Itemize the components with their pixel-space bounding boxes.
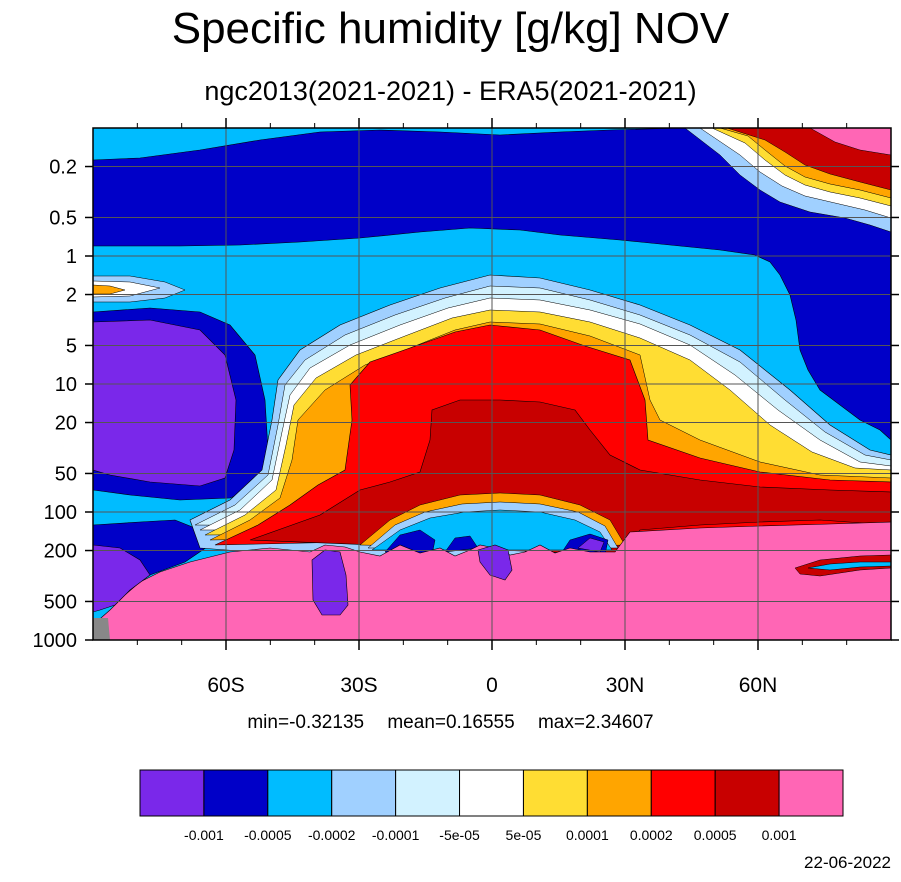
statistics-line: min=-0.32135 mean=0.16555 max=2.34607	[0, 712, 901, 734]
colorbar-box	[522, 769, 588, 817]
colorbar-box	[714, 769, 780, 817]
x-tick-label: 60N	[739, 674, 778, 697]
y-tick-label: 500	[44, 591, 77, 613]
colorbar-label: -0.0005	[244, 827, 292, 843]
colorbar-box	[778, 769, 844, 817]
contour-band-c8-left-tongue	[93, 284, 126, 295]
contour-band-c2-upper	[93, 128, 891, 441]
colorbar-box	[267, 769, 333, 817]
colorbar-label: 0.0002	[630, 827, 673, 843]
y-tick-label: 2	[66, 285, 77, 307]
colorbar-label: 0.0005	[694, 827, 737, 843]
colorbar-box	[586, 769, 652, 817]
grid-layer	[93, 128, 891, 641]
contour-band-c3-filament	[807, 561, 891, 571]
colorbar-box	[139, 769, 205, 817]
colorbar-box	[331, 769, 397, 817]
y-tick-label: 1	[66, 246, 77, 268]
colorbar-box	[203, 769, 269, 817]
y-tick-label: 0.2	[49, 157, 77, 179]
x-tick-label: 30S	[340, 674, 377, 697]
y-tick-label: 50	[55, 463, 77, 485]
stat-mean: mean=0.16555	[387, 712, 515, 733]
colorbar-label: 0.001	[762, 827, 797, 843]
y-tick-label: 10	[55, 374, 77, 396]
colorbar-label: 5e-05	[506, 827, 542, 843]
x-tick-label: 30N	[606, 674, 645, 697]
colorbar-label: -0.0002	[308, 827, 356, 843]
missing-data-patch	[93, 618, 110, 640]
colorbar: -0.001 -0.0005 -0.0002 -0.0001 -5e-05 5e-05 0.…	[139, 769, 844, 843]
chart-title: Specific humidity [g/kg] NOV	[171, 4, 730, 53]
y-tick-label: 100	[44, 502, 77, 524]
x-tick-label: 60S	[207, 674, 244, 697]
axis-layer: 0.2 0.5 1 2 5 10 20 50 100 200 500 1000 60S 30S 0 30N 60…	[33, 118, 899, 697]
stat-max: max=2.34607	[537, 712, 654, 733]
contour-band-c1-plume-equator	[477, 544, 513, 581]
contour-band-c2-pocket-2	[444, 535, 479, 553]
chart-subtitle: ngc2013(2021-2021) - ERA5(2021-2021)	[204, 76, 697, 106]
colorbar-label: -5e-05	[439, 827, 480, 843]
contour-band-c11-upper-right	[809, 128, 891, 156]
colorbar-label: 0.0001	[566, 827, 609, 843]
x-tick-label: 0	[486, 674, 498, 697]
y-tick-label: 5	[66, 335, 77, 357]
colorbar-box	[395, 769, 461, 817]
contour-band-c1-south-pole	[93, 544, 151, 613]
colorbar-label: -0.0001	[372, 827, 420, 843]
plot-date: 22-06-2022	[804, 853, 891, 872]
colorbar-box	[650, 769, 716, 817]
y-tick-label: 0.5	[49, 207, 77, 229]
contour-band-c1-south	[93, 319, 237, 487]
y-tick-label: 20	[55, 413, 77, 435]
y-tick-label: 1000	[33, 630, 78, 652]
y-tick-label: 200	[44, 541, 77, 563]
colorbar-label: -0.001	[184, 827, 224, 843]
stat-min: min=-0.32135	[247, 712, 365, 733]
colorbar-box	[459, 769, 524, 817]
